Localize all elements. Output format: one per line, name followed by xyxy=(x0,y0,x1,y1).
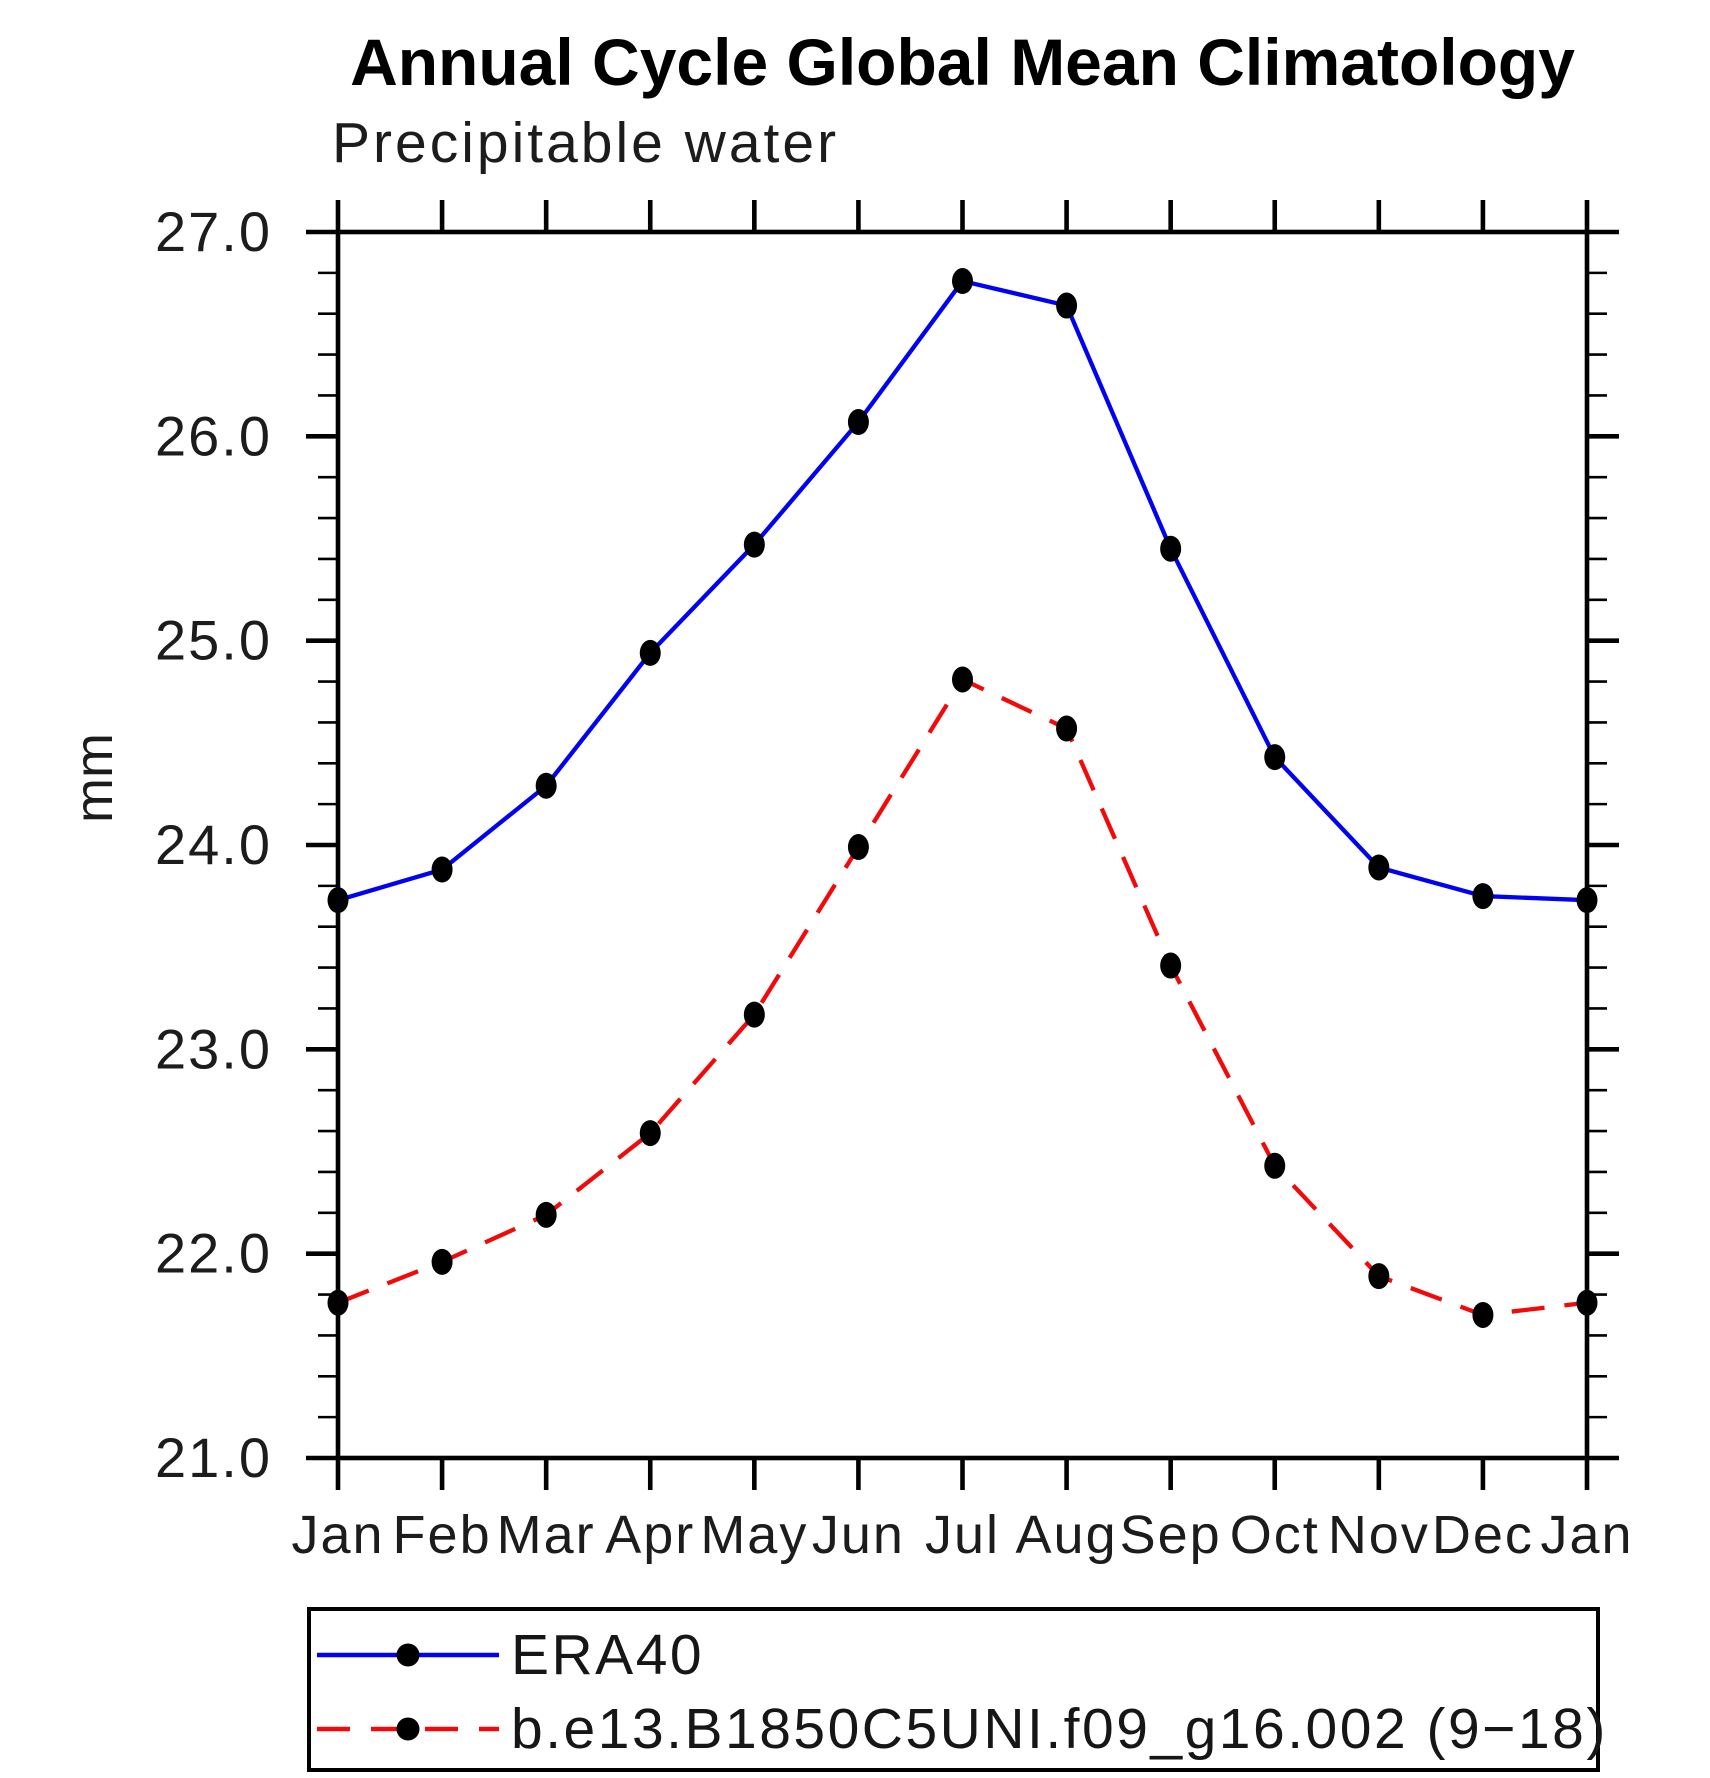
legend-label: ERA40 xyxy=(511,1623,705,1687)
legend-marker xyxy=(396,1643,420,1667)
legend-marker xyxy=(396,1717,420,1741)
y-tick-label: 22.0 xyxy=(155,1222,272,1285)
series-line-1 xyxy=(337,677,1588,1318)
x-tick-label: Dec xyxy=(1432,1505,1534,1565)
data-point-marker xyxy=(1264,1152,1286,1179)
x-tick-label: Aug xyxy=(1016,1505,1118,1565)
chart-subtitle: Precipitable water xyxy=(332,111,840,175)
data-point-marker xyxy=(743,531,765,558)
data-point-marker xyxy=(743,1001,765,1028)
x-tick-label: Feb xyxy=(393,1505,492,1565)
legend-label: b.e13.B1850C5UNI.f09_g16.002 (9−18) xyxy=(511,1697,1608,1761)
data-point-marker xyxy=(1472,1301,1494,1328)
data-point-marker xyxy=(639,1120,661,1147)
x-tick-label: May xyxy=(700,1505,808,1565)
data-point-marker xyxy=(535,1201,557,1228)
data-point-marker xyxy=(327,887,349,914)
data-point-marker xyxy=(847,409,869,436)
data-point-marker xyxy=(1472,883,1494,910)
data-point-marker xyxy=(952,268,973,295)
chart-title: Annual Cycle Global Mean Climatology xyxy=(350,25,1575,99)
data-point-marker xyxy=(1160,535,1182,562)
plot-frame xyxy=(335,229,1590,1461)
legend-item-1: b.e13.B1850C5UNI.f09_g16.002 (9−18) xyxy=(313,1697,1608,1761)
y-axis-label: mm xyxy=(64,733,124,823)
legend-sample-line xyxy=(317,1717,499,1741)
data-point-marker xyxy=(1264,744,1286,771)
y-tick-label: 21.0 xyxy=(155,1426,272,1489)
data-point-marker xyxy=(1576,887,1598,914)
x-tick-label: Mar xyxy=(497,1505,596,1565)
x-tick-label: Apr xyxy=(605,1505,695,1565)
data-point-marker xyxy=(327,1289,349,1316)
x-tick-label: Jul xyxy=(925,1505,1000,1565)
x-tick-label: Nov xyxy=(1328,1505,1430,1565)
data-point-marker xyxy=(952,666,973,693)
data-point-marker xyxy=(1160,952,1182,979)
y-tick-label: 26.0 xyxy=(155,404,272,467)
x-tick-label: Jan xyxy=(291,1505,384,1565)
y-tick-label: 25.0 xyxy=(155,609,272,672)
x-tick-label: Oct xyxy=(1230,1505,1320,1565)
y-tick-label: 24.0 xyxy=(155,813,272,876)
legend-sample-line xyxy=(317,1643,499,1667)
data-point-marker xyxy=(1056,292,1078,319)
y-tick-label: 23.0 xyxy=(155,1017,272,1080)
y-tick-label: 27.0 xyxy=(155,200,272,263)
legend-item-0: ERA40 xyxy=(313,1623,705,1687)
data-point-marker xyxy=(1576,1289,1598,1316)
data-point-marker xyxy=(431,1248,453,1275)
series-line-0 xyxy=(337,278,1588,903)
data-point-marker xyxy=(1368,1263,1390,1290)
data-point-marker xyxy=(1368,854,1390,881)
data-point-marker xyxy=(535,772,557,799)
data-point-marker xyxy=(1056,715,1078,742)
x-tick-label: Sep xyxy=(1120,1505,1222,1565)
data-point-marker xyxy=(431,856,453,883)
legend: ERA40 b.e13.B1850C5UNI.f09_g16.002 (9−18) xyxy=(307,1607,1605,1772)
data-point-marker xyxy=(639,639,661,666)
x-tick-label: Jan xyxy=(1540,1505,1633,1565)
x-tick-label: Jun xyxy=(812,1505,905,1565)
data-point-marker xyxy=(847,834,869,861)
